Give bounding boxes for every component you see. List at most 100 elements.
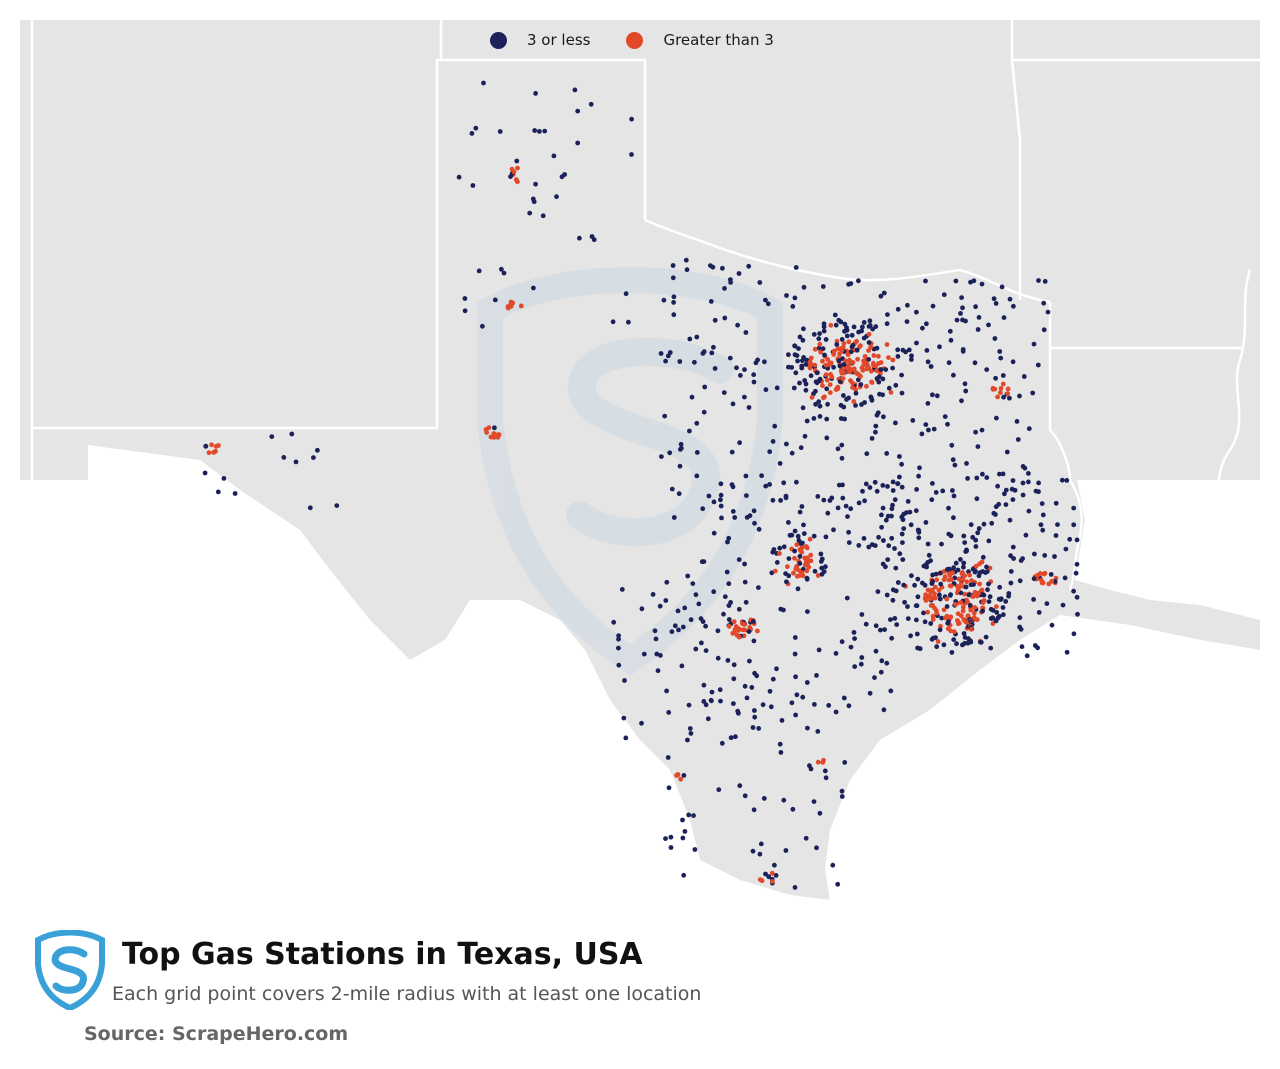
grid-point-low [770, 439, 776, 444]
grid-point-low [786, 520, 791, 525]
grid-point-low [866, 357, 872, 362]
grid-point-low [841, 393, 846, 398]
grid-point-high [972, 616, 978, 622]
grid-point-low [984, 475, 990, 480]
grid-point-low [895, 481, 901, 487]
grid-point-high [843, 358, 848, 364]
grid-point-low [974, 475, 980, 481]
grid-point-low [907, 509, 913, 515]
grid-point-low [909, 353, 914, 359]
grid-point-low [818, 551, 824, 557]
grid-point-low [736, 710, 741, 716]
grid-point-high [817, 341, 823, 347]
grid-point-high [491, 431, 497, 436]
grid-point-low [307, 505, 313, 511]
grid-point-low [873, 623, 879, 629]
grid-point-low [899, 531, 905, 537]
grid-point-low [811, 332, 817, 337]
grid-point-high [886, 355, 891, 360]
grid-point-low [923, 520, 929, 525]
grid-point-high [770, 879, 775, 884]
grid-point-high [804, 545, 810, 551]
grid-point-low [968, 639, 974, 645]
grid-point-low [962, 540, 968, 545]
grid-point-low [784, 579, 789, 585]
grid-point-low [933, 490, 939, 495]
grid-point-high [839, 348, 844, 354]
grid-point-high [855, 356, 860, 362]
grid-point-low [470, 183, 476, 188]
grid-point-low [803, 362, 809, 367]
grid-point-low [758, 841, 764, 847]
grid-point-high [812, 346, 818, 352]
grid-point-low [1008, 569, 1014, 574]
legend: 3 or less Greater than 3 [490, 31, 810, 49]
grid-point-low [995, 483, 1000, 489]
grid-point-low [890, 597, 896, 603]
grid-point-low [655, 668, 661, 674]
grid-point-low [1031, 576, 1037, 582]
grid-point-low [954, 641, 959, 647]
grid-point-low [701, 349, 707, 355]
grid-point-low [726, 603, 732, 608]
grid-point-high [808, 552, 814, 558]
grid-point-low [712, 366, 718, 371]
grid-point-low [873, 429, 878, 435]
grid-point-high [968, 626, 974, 632]
grid-point-low [743, 599, 749, 605]
grid-point-low [1003, 502, 1009, 507]
grid-point-low [856, 543, 862, 548]
grid-point-low [792, 651, 798, 657]
grid-point-low [1010, 359, 1016, 365]
grid-point-low [801, 522, 806, 528]
grid-point-low [621, 715, 627, 721]
grid-point-low [736, 271, 742, 276]
grid-point-low [885, 557, 891, 562]
grid-point-low [575, 108, 581, 114]
grid-point-low [961, 631, 967, 636]
grid-point-high [925, 593, 931, 599]
grid-point-low [731, 662, 737, 668]
grid-point-low [974, 496, 980, 502]
grid-point-low [973, 544, 979, 549]
grid-point-low [985, 587, 990, 593]
grid-point-low [861, 536, 867, 541]
grid-point-low [1062, 575, 1068, 581]
grid-point-low [793, 265, 799, 270]
grid-point-high [925, 587, 931, 593]
grid-point-low [838, 402, 844, 408]
grid-point-high [934, 610, 940, 616]
grid-point-low [711, 344, 716, 350]
grid-point-low [761, 796, 767, 801]
grid-point-low [999, 284, 1005, 290]
grid-point-high [829, 374, 835, 380]
grid-point-low [874, 488, 880, 494]
grid-point-low [998, 355, 1004, 361]
grid-point-low [972, 360, 978, 366]
grid-point-high [990, 385, 996, 391]
grid-point-low [916, 535, 922, 541]
grid-point-low [575, 140, 581, 146]
grid-point-low [1000, 605, 1006, 610]
grid-point-low [851, 324, 857, 330]
grid-point-low [732, 515, 738, 520]
grid-point-low [890, 502, 895, 508]
grid-point-high [777, 551, 782, 556]
grid-point-low [684, 267, 690, 273]
grid-point-low [681, 872, 687, 878]
grid-point-low [685, 737, 690, 743]
grid-point-low [737, 783, 743, 789]
grid-point-high [794, 563, 800, 569]
grid-point-low [662, 413, 668, 419]
grid-point-high [828, 322, 834, 328]
grid-point-high [211, 450, 217, 455]
grid-point-low [853, 390, 859, 396]
grid-point-low [616, 633, 621, 639]
grid-point-low [588, 101, 594, 107]
grid-point-low [784, 441, 789, 447]
grid-point-low [1045, 309, 1051, 315]
grid-point-low [687, 336, 693, 342]
grid-point-low [937, 596, 943, 602]
grid-point-low [709, 350, 715, 356]
grid-point-high [1049, 578, 1055, 584]
